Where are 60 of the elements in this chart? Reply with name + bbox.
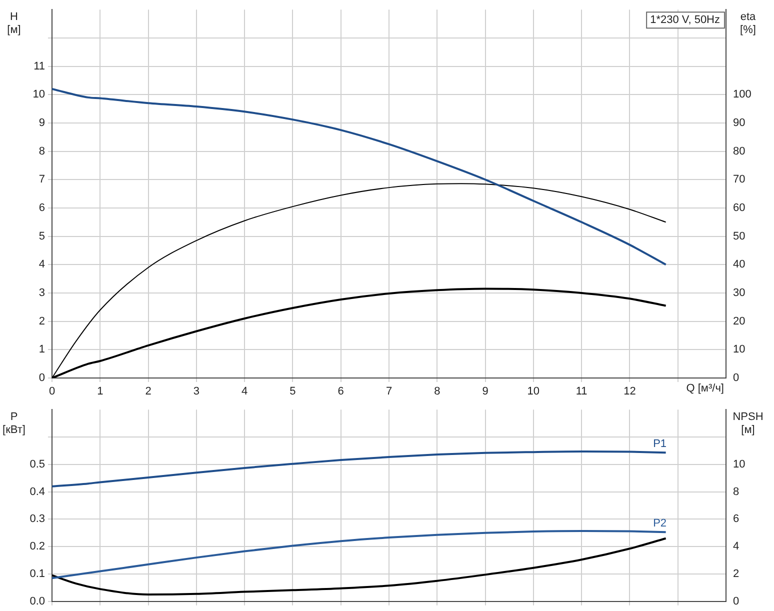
y2-tick-label: 60 xyxy=(733,202,746,214)
y-tick-label: 0.4 xyxy=(30,486,45,498)
y2-tick-label: 8 xyxy=(733,486,740,498)
x-tick-label: 12 xyxy=(624,386,636,398)
y2-tick-label: 100 xyxy=(733,88,752,101)
y2-tick-label: 10 xyxy=(733,344,746,356)
y-tick-label: 0.2 xyxy=(30,540,45,553)
line-series xyxy=(52,88,667,266)
x-tick-label: 1 xyxy=(97,386,104,398)
y-tick-label: 4 xyxy=(38,258,45,271)
y-tick-label: 0.0 xyxy=(30,595,45,608)
y-axis-title: H [м] xyxy=(7,11,21,36)
x-tick-label: 9 xyxy=(482,386,488,398)
y-tick-label: 9 xyxy=(38,116,45,129)
y2-tick-label: 50 xyxy=(733,230,746,242)
x-tick-label: 4 xyxy=(242,386,248,398)
y-axis-title: P [кВт] xyxy=(2,411,26,436)
y2-tick-label: 30 xyxy=(733,287,746,300)
y2-tick-label: 6 xyxy=(733,513,740,526)
y-tick-label: 5 xyxy=(38,230,45,242)
y-tick-label: 11 xyxy=(34,60,45,72)
x-tick-label: 5 xyxy=(290,386,296,398)
y-tick-label: 3 xyxy=(38,287,45,300)
annotation: 1*230 V, 50Hz xyxy=(650,14,720,26)
y2-tick-label: 2 xyxy=(733,568,740,580)
y2-tick-label: 10 xyxy=(733,458,746,470)
x-tick-label: 11 xyxy=(576,386,588,398)
y-tick-label: 8 xyxy=(38,145,45,158)
series-label: P2 xyxy=(653,518,667,530)
y-tick-label: 0 xyxy=(38,372,45,384)
line-series xyxy=(52,530,667,580)
y-tick-label: 10 xyxy=(32,88,45,101)
line-series xyxy=(52,537,667,596)
y2-tick-label: 90 xyxy=(733,116,746,129)
y2-tick-label: 40 xyxy=(733,258,746,271)
x-axis-title: Q [м³/ч] xyxy=(686,382,724,395)
y2-tick-label: 20 xyxy=(733,315,746,328)
y2-tick-label: 80 xyxy=(733,145,746,158)
y2-tick-label: 0 xyxy=(733,595,740,608)
y2-tick-label: 4 xyxy=(733,540,740,553)
y2-tick-label: 0 xyxy=(733,372,740,384)
x-tick-label: 6 xyxy=(338,386,344,398)
x-tick-label: 10 xyxy=(527,386,540,398)
y-tick-label: 2 xyxy=(38,315,45,328)
x-tick-label: 0 xyxy=(48,386,56,398)
x-tick-label: 3 xyxy=(193,386,200,398)
y-tick-label: 7 xyxy=(38,174,45,186)
y-tick-label: 0.3 xyxy=(30,513,45,526)
y-tick-label: 1 xyxy=(38,344,45,356)
y-tick-label: 0.5 xyxy=(30,458,45,470)
x-tick-label: 2 xyxy=(145,386,152,398)
y2-axis-title: eta [%] xyxy=(740,11,757,36)
y-tick-label: 6 xyxy=(38,202,45,214)
y-tick-label: 0.1 xyxy=(30,568,45,580)
series-label: P1 xyxy=(653,438,667,450)
x-tick-label: 7 xyxy=(386,386,392,398)
x-tick-label: 8 xyxy=(434,386,440,398)
y2-axis-title: NPSH [м] xyxy=(732,411,764,436)
line-series xyxy=(52,450,667,488)
y2-tick-label: 70 xyxy=(733,174,746,186)
